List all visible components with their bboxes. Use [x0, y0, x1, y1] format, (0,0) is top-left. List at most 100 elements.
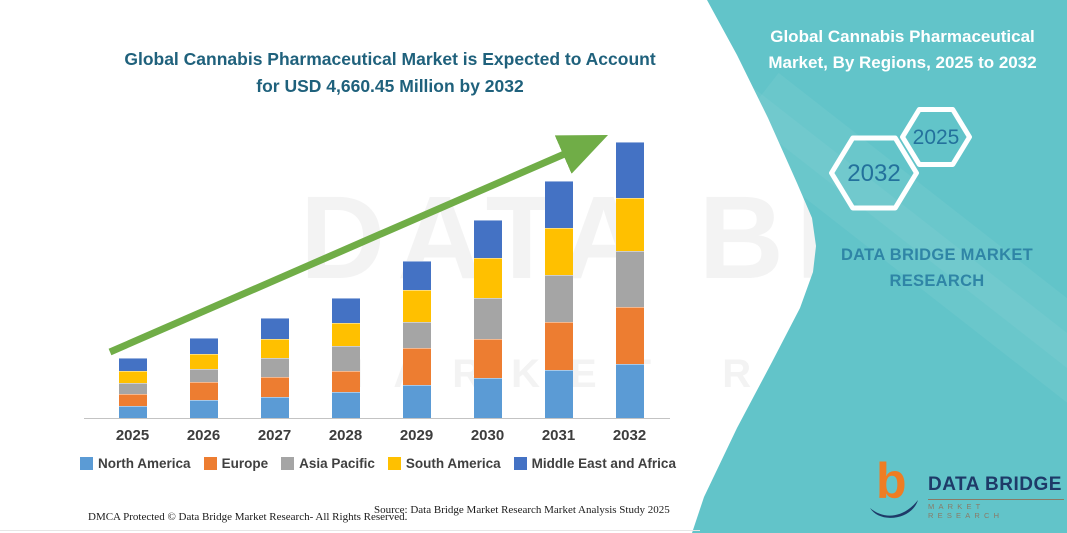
bar-2029-north-america	[402, 385, 431, 418]
bar-2025-middle-east-and-africa	[118, 358, 147, 371]
hexagon-2032	[829, 135, 919, 211]
x-tick-label-2027: 2027	[257, 427, 292, 444]
chart-title-line1: Global Cannabis Pharmaceutical Market is…	[124, 49, 656, 69]
chart-title: Global Cannabis Pharmaceutical Market is…	[100, 46, 680, 100]
year-hexagons	[829, 107, 972, 211]
bar-2031	[544, 181, 573, 418]
legend-item-europe: Europe	[203, 456, 269, 471]
x-tick-label-2026: 2026	[186, 427, 221, 444]
bar-2032-asia-pacific	[615, 251, 644, 307]
bar-2027-europe	[260, 377, 289, 397]
chart-legend: North America Europe Asia Pacific South Ame…	[78, 456, 678, 471]
bar-2030-middle-east-and-africa	[473, 220, 502, 258]
legend-label-europe: Europe	[221, 456, 269, 471]
bar-2030	[473, 220, 502, 418]
hexagon-2025-label: 2025	[912, 126, 960, 149]
bar-2025	[118, 358, 147, 418]
bar-2030-south-america	[473, 258, 502, 298]
legend-item-south-america: South America	[387, 456, 501, 471]
bar-2026-north-america	[189, 400, 218, 418]
bar-2026-europe	[189, 382, 218, 400]
legend-item-asia-pacific: Asia Pacific	[281, 456, 375, 471]
x-tick-label-2028: 2028	[328, 427, 363, 444]
bar-2031-south-america	[544, 228, 573, 275]
logo-b-glyph: b	[876, 453, 907, 509]
dmca-footer-text: DMCA Protected © Data Bridge Market Rese…	[88, 511, 408, 523]
x-tick-label-2030: 2030	[470, 427, 505, 444]
bar-2029	[402, 261, 431, 418]
x-tick-label-2031: 2031	[541, 427, 576, 444]
bar-2025-south-america	[118, 371, 147, 383]
hexagon-2032-label: 2032	[847, 160, 901, 187]
bar-2029-asia-pacific	[402, 322, 431, 348]
dbmr-logo: b DATA BRIDGE MARKET RESEARCH	[868, 456, 1064, 528]
legend-label-south-america: South America	[405, 456, 501, 471]
source-footer-text: Source: Data Bridge Market Research Mark…	[374, 504, 670, 516]
bar-2028-asia-pacific	[331, 346, 360, 371]
legend-item-middle-east-and-africa: Middle East and Africa	[513, 456, 676, 471]
legend-chip-middle-east-and-africa	[513, 457, 527, 470]
x-axis-labels: 2025 2026 2027 2028 2029 2030 2031 2032	[0, 427, 720, 449]
dbmr-logo-text: DATA BRIDGE MARKET RESEARCH	[928, 474, 1064, 520]
bar-2032-middle-east-and-africa	[615, 142, 644, 198]
bar-2027-asia-pacific	[260, 358, 289, 377]
bar-2027-south-america	[260, 339, 289, 358]
right-heading-line2: Market, By Regions, 2025 to 2032	[768, 52, 1037, 72]
bar-2026	[189, 338, 218, 418]
bar-2027-north-america	[260, 397, 289, 418]
legend-label-asia-pacific: Asia Pacific	[299, 456, 375, 471]
bar-2028-middle-east-and-africa	[331, 298, 360, 323]
bar-2029-middle-east-and-africa	[402, 261, 431, 290]
legend-chip-asia-pacific	[281, 457, 295, 470]
logo-swoosh-icon	[870, 500, 918, 518]
bar-2030-asia-pacific	[473, 298, 502, 339]
bottom-divider	[0, 530, 700, 531]
bar-2026-south-america	[189, 354, 218, 369]
hexagon-2025	[900, 107, 972, 167]
bar-2031-europe	[544, 322, 573, 370]
bar-2029-south-america	[402, 290, 431, 322]
bar-2032-north-america	[615, 364, 644, 418]
bar-2030-europe	[473, 339, 502, 378]
bar-2032	[615, 142, 644, 418]
legend-chip-europe	[203, 457, 217, 470]
bar-2028	[331, 298, 360, 418]
right-heading-line1: Global Cannabis Pharmaceutical	[770, 27, 1035, 46]
x-tick-label-2032: 2032	[612, 427, 647, 444]
bar-2026-asia-pacific	[189, 369, 218, 382]
bar-2028-europe	[331, 371, 360, 392]
bar-2030-north-america	[473, 378, 502, 418]
right-panel-heading: Global Cannabis Pharmaceutical Market, B…	[745, 24, 1060, 75]
trend-arrow	[108, 135, 609, 356]
bar-2025-asia-pacific	[118, 383, 147, 394]
brand-wordmark-line2: RESEARCH	[889, 271, 985, 290]
dbmr-logo-mark: b	[868, 456, 922, 526]
bar-2028-north-america	[331, 392, 360, 418]
legend-item-north-america: North America	[80, 456, 191, 471]
bar-2032-south-america	[615, 198, 644, 251]
brand-wordmark-line1: DATA BRIDGE MARKET	[840, 246, 1034, 264]
bar-2031-north-america	[544, 370, 573, 418]
logo-subtitle: MARKET RESEARCH	[928, 499, 1064, 520]
bar-2032-europe	[615, 307, 644, 364]
legend-chip-south-america	[387, 457, 401, 470]
legend-label-middle-east-and-africa: Middle East and Africa	[531, 456, 676, 471]
legend-chip-north-america	[80, 457, 94, 470]
bar-2028-south-america	[331, 323, 360, 346]
bar-2031-middle-east-and-africa	[544, 181, 573, 228]
bar-2025-europe	[118, 394, 147, 406]
x-tick-label-2029: 2029	[399, 427, 434, 444]
bar-2025-north-america	[118, 406, 147, 418]
bar-chart	[118, 142, 644, 418]
x-axis-line	[84, 418, 670, 419]
bar-2027	[260, 318, 289, 418]
bar-2029-europe	[402, 348, 431, 385]
bar-2027-middle-east-and-africa	[260, 318, 289, 339]
brand-wordmark: DATA BRIDGE MARKET RESEARCH	[818, 243, 1056, 294]
bar-2031-asia-pacific	[544, 275, 573, 322]
logo-name: DATA BRIDGE	[928, 474, 1062, 495]
bar-2026-middle-east-and-africa	[189, 338, 218, 354]
x-tick-label-2025: 2025	[115, 427, 150, 444]
legend-label-north-america: North America	[98, 456, 191, 471]
